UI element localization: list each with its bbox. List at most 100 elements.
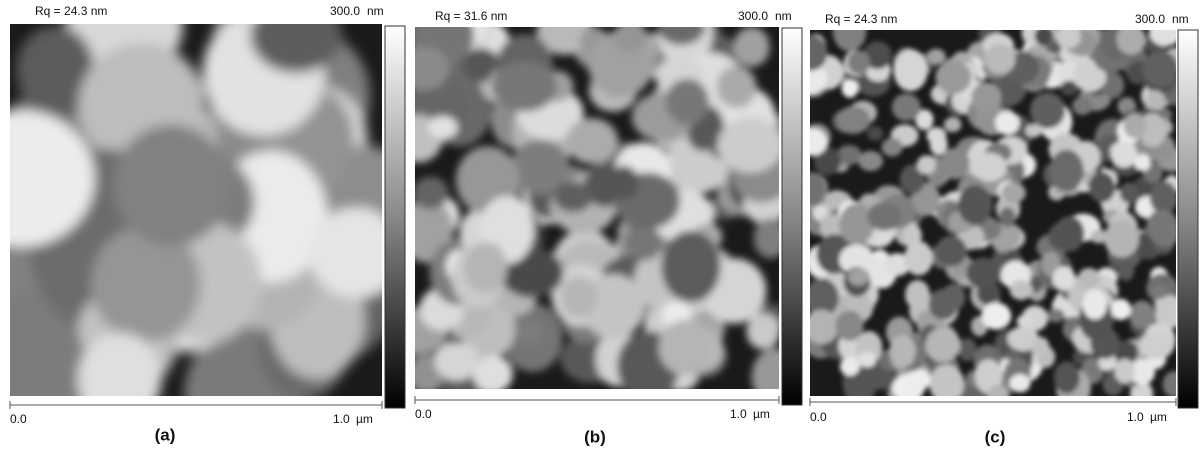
grain	[1116, 24, 1145, 55]
grain	[1150, 181, 1178, 213]
scale-unit: nm	[367, 4, 384, 18]
figure: Rq = 24.3 nm300.0nm0.01.0µm(a)Rq = 31.6 …	[0, 0, 1201, 450]
grain	[926, 127, 946, 144]
grain	[958, 338, 977, 361]
grain	[1114, 359, 1135, 383]
grain	[1089, 172, 1116, 203]
grain	[434, 342, 479, 381]
grain	[1134, 154, 1150, 172]
grain	[799, 174, 826, 207]
grain	[1146, 90, 1164, 109]
grain	[995, 111, 1020, 135]
grain	[1072, 96, 1092, 115]
grain	[1010, 280, 1033, 300]
grain	[889, 335, 915, 368]
grain	[904, 241, 933, 275]
grain	[835, 311, 863, 341]
grain	[1030, 93, 1065, 129]
grain	[1050, 150, 1084, 192]
grain	[926, 327, 961, 362]
grain	[1146, 210, 1178, 244]
rq-value: Rq = 24.3 nm	[825, 12, 897, 26]
grain	[973, 153, 1007, 182]
grain	[858, 151, 883, 171]
x-end: 1.0	[333, 412, 350, 426]
grain	[1056, 24, 1081, 49]
x-end: 1.0	[730, 407, 747, 421]
grain	[936, 236, 967, 266]
grain	[746, 313, 780, 349]
grain	[78, 333, 162, 426]
grain	[867, 126, 883, 140]
panel-label: (a)	[155, 425, 176, 444]
grain	[717, 117, 782, 172]
grain	[1139, 332, 1174, 359]
grain	[659, 320, 714, 375]
grain	[1035, 26, 1054, 46]
grain	[999, 207, 1015, 227]
grain	[1054, 361, 1080, 393]
grain	[847, 50, 870, 74]
grain	[1111, 140, 1137, 167]
scale-unit: nm	[1172, 12, 1189, 26]
grain	[892, 93, 921, 121]
grain	[1055, 216, 1085, 252]
grain	[1152, 285, 1169, 298]
x-unit: µm	[1150, 410, 1167, 424]
grain	[428, 116, 457, 139]
x-end: 1.0	[1127, 410, 1144, 424]
grain	[1130, 300, 1155, 329]
grain	[1111, 299, 1131, 320]
rq-value: Rq = 24.3 nm	[35, 4, 107, 18]
grain	[113, 125, 229, 246]
grain	[492, 61, 557, 111]
grain	[1017, 315, 1034, 328]
grain	[1025, 124, 1042, 138]
grain	[958, 185, 992, 225]
scale-unit: nm	[775, 9, 792, 23]
grain	[988, 385, 1008, 404]
grain	[893, 49, 927, 91]
panel-label: (c)	[985, 427, 1006, 446]
x-start: 0.0	[810, 410, 827, 424]
grain	[840, 357, 860, 375]
grain	[1009, 374, 1030, 392]
color-bar	[782, 28, 802, 405]
grain	[661, 231, 720, 302]
grain	[554, 182, 593, 212]
x-unit: µm	[356, 412, 373, 426]
grain	[560, 277, 597, 318]
panel-label: (b)	[584, 427, 606, 446]
grain	[1124, 113, 1147, 138]
x-start: 0.0	[10, 412, 27, 426]
grain	[614, 19, 646, 53]
grain	[848, 268, 869, 285]
grain	[839, 203, 874, 245]
afm-image	[0, 0, 412, 450]
x-unit: µm	[753, 407, 770, 421]
color-bar	[1178, 30, 1198, 408]
afm-image	[794, 11, 1188, 412]
grain	[1120, 182, 1138, 203]
grain	[882, 138, 903, 157]
grain	[665, 79, 709, 125]
grain	[1052, 266, 1075, 290]
grain	[836, 106, 870, 134]
grain	[926, 49, 945, 65]
grain	[967, 258, 1000, 289]
grain	[514, 321, 543, 346]
grain	[717, 66, 757, 108]
grain	[413, 177, 449, 210]
grain	[971, 82, 1001, 113]
grain	[985, 44, 1016, 74]
grain	[250, 0, 342, 73]
x-start: 0.0	[415, 407, 432, 421]
grain	[464, 242, 507, 293]
grain	[1047, 309, 1065, 323]
grain	[842, 79, 859, 98]
grain	[1104, 219, 1139, 257]
grain	[917, 155, 936, 174]
grain	[658, 10, 705, 45]
grain	[1032, 337, 1050, 358]
grain	[1143, 51, 1178, 87]
